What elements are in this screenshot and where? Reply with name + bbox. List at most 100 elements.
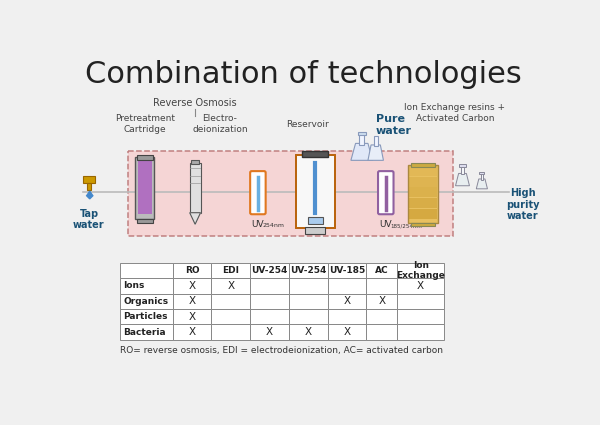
Bar [191,160,199,164]
Bar [367,309,397,324]
Bar [128,151,453,236]
Bar [211,294,250,309]
Bar [328,324,367,340]
Bar [397,294,444,309]
Bar [289,324,328,340]
Bar [289,294,328,309]
Bar [328,278,367,294]
Bar [211,263,250,278]
Text: X: X [379,296,385,306]
Text: UV: UV [251,221,264,230]
Bar [120,309,173,324]
FancyBboxPatch shape [378,171,394,214]
Bar [137,219,152,223]
Bar [211,309,250,324]
Bar [367,278,397,294]
Bar [250,309,289,324]
Bar [120,294,173,309]
Text: X: X [417,281,424,291]
Bar [173,309,211,324]
Bar [250,294,289,309]
Bar [410,163,436,167]
Text: X: X [343,327,350,337]
Text: Ions: Ions [123,281,145,290]
Text: X: X [188,296,196,306]
Polygon shape [368,145,383,160]
Text: UV-185: UV-185 [329,266,365,275]
Bar [397,324,444,340]
Bar [359,134,364,145]
Text: 185/254nm: 185/254nm [391,224,422,229]
Text: RO= reverse osmosis, EDI = electrodeionization, AC= activated carbon: RO= reverse osmosis, EDI = electrodeioni… [120,346,443,355]
Bar [479,172,484,174]
Polygon shape [351,143,373,160]
Bar [289,263,328,278]
Bar [328,309,367,324]
Bar [120,324,173,340]
Bar [460,164,466,167]
Bar [408,165,438,223]
Bar [137,155,152,159]
Text: X: X [305,327,312,337]
Text: Pure
water: Pure water [376,114,412,136]
Bar [481,173,483,180]
Bar [173,278,211,294]
Text: Ion
Exchange: Ion Exchange [396,261,445,280]
Bar [173,294,211,309]
Text: Reverse Osmosis: Reverse Osmosis [154,98,237,108]
Bar [136,157,154,219]
Bar [367,294,397,309]
Bar [211,324,250,340]
Text: Ion Exchange resins +
Activated Carbon: Ion Exchange resins + Activated Carbon [404,103,505,123]
Bar [173,263,211,278]
Bar [328,263,367,278]
Bar [397,278,444,294]
Text: X: X [266,327,273,337]
Text: X: X [188,312,196,322]
Text: High
purity
water: High purity water [506,188,540,221]
Text: Particles: Particles [123,312,167,321]
Bar [410,223,436,226]
Text: Reservoir: Reservoir [286,120,329,129]
FancyBboxPatch shape [250,171,266,214]
Bar [397,309,444,324]
Text: Pretreatment
Cartridge: Pretreatment Cartridge [115,114,175,133]
Text: Electro-
deionization: Electro- deionization [192,114,248,133]
Polygon shape [455,173,469,186]
Text: UV-254: UV-254 [251,266,288,275]
Text: Bacteria: Bacteria [123,328,166,337]
Text: RO: RO [185,266,199,275]
Bar [296,155,335,228]
Bar [302,151,328,157]
Text: Organics: Organics [123,297,168,306]
Text: AC: AC [375,266,389,275]
Bar [120,263,173,278]
Bar [409,176,437,187]
Bar [250,278,289,294]
Text: X: X [227,281,235,291]
Bar [138,160,152,214]
Bar [367,263,397,278]
Bar [296,155,335,228]
Bar [305,227,325,234]
Text: X: X [343,296,350,306]
Bar [250,324,289,340]
Text: UV-254: UV-254 [290,266,326,275]
Text: 254nm: 254nm [263,224,284,229]
Bar [409,187,437,197]
Bar [250,263,289,278]
Bar [409,198,437,208]
Bar [173,324,211,340]
Polygon shape [86,191,93,199]
Bar [461,167,464,174]
Bar [409,209,437,219]
Bar [83,176,95,184]
Bar [211,278,250,294]
Text: Tap
water: Tap water [73,209,105,230]
Bar [289,309,328,324]
Bar [289,278,328,294]
Bar [358,132,365,135]
Bar [120,278,173,294]
Bar [190,163,200,212]
Bar [397,263,444,278]
